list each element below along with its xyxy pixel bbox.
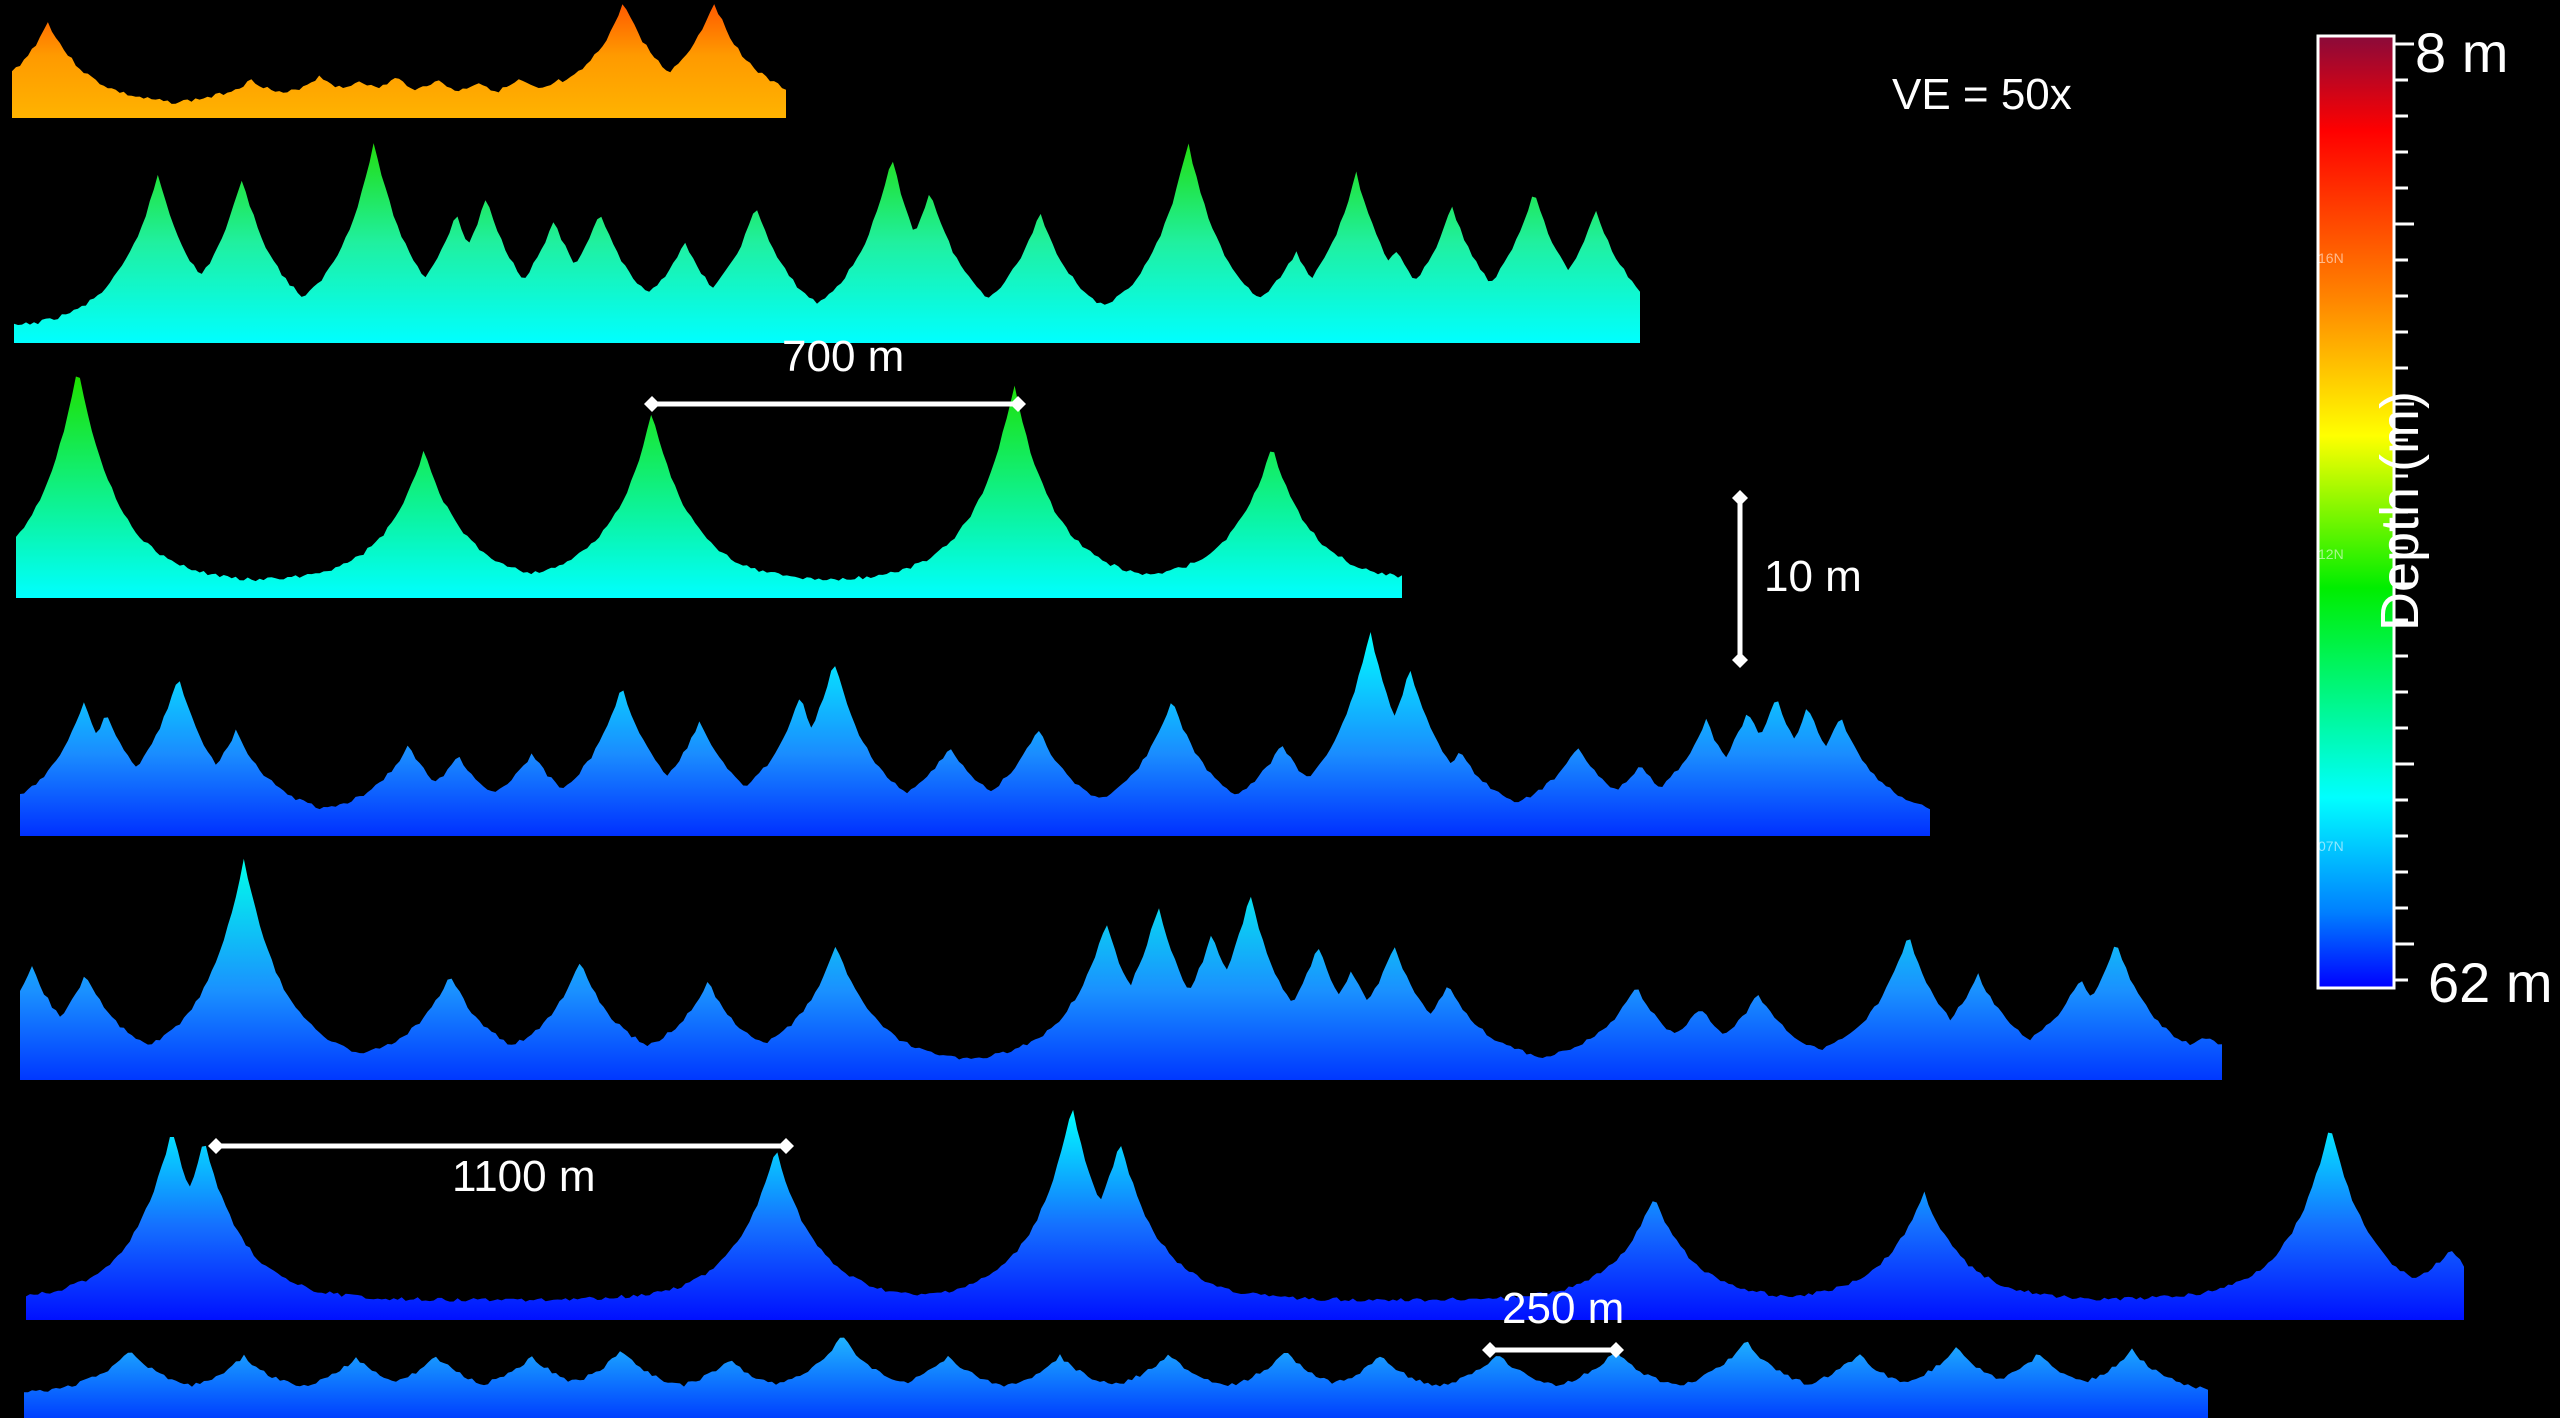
profile-6 [26, 1109, 2464, 1320]
scale-bar-1100 [208, 1138, 794, 1154]
colorbar-bottom-label: 62 m [2428, 951, 2553, 1014]
colorbar-top-label: 8 m [2415, 21, 2509, 84]
scale-label-250: 250 m [1502, 1284, 1625, 1333]
colorbar-title: Depth (m) [2370, 390, 2430, 632]
colorbar-mark-12n: 12N [2318, 546, 2344, 562]
profile-3 [16, 376, 1402, 598]
profile-2 [14, 143, 1640, 343]
vertical-exaggeration-label: VE = 50x [1892, 70, 2072, 119]
colorbar-mark-16n: 16N [2318, 250, 2344, 266]
depth-colorbar [2316, 34, 2414, 990]
profile-7 [24, 1337, 2208, 1418]
scale-bar-10 [1732, 490, 1748, 668]
scale-label-700: 700 m [782, 332, 905, 381]
colorbar-ticks [2394, 42, 2414, 982]
colorbar-gradient [2316, 34, 2396, 990]
scale-label-1100: 1100 m [452, 1152, 596, 1201]
scale-bar-700 [644, 396, 1026, 412]
profile-group [12, 4, 2464, 1418]
scale-bar-250 [1482, 1342, 1624, 1358]
profile-5 [20, 858, 2222, 1080]
profile-4 [20, 632, 1930, 836]
profile-1 [12, 4, 786, 119]
colorbar-mark-07n: 07N [2318, 838, 2344, 854]
scale-label-10: 10 m [1764, 552, 1862, 601]
